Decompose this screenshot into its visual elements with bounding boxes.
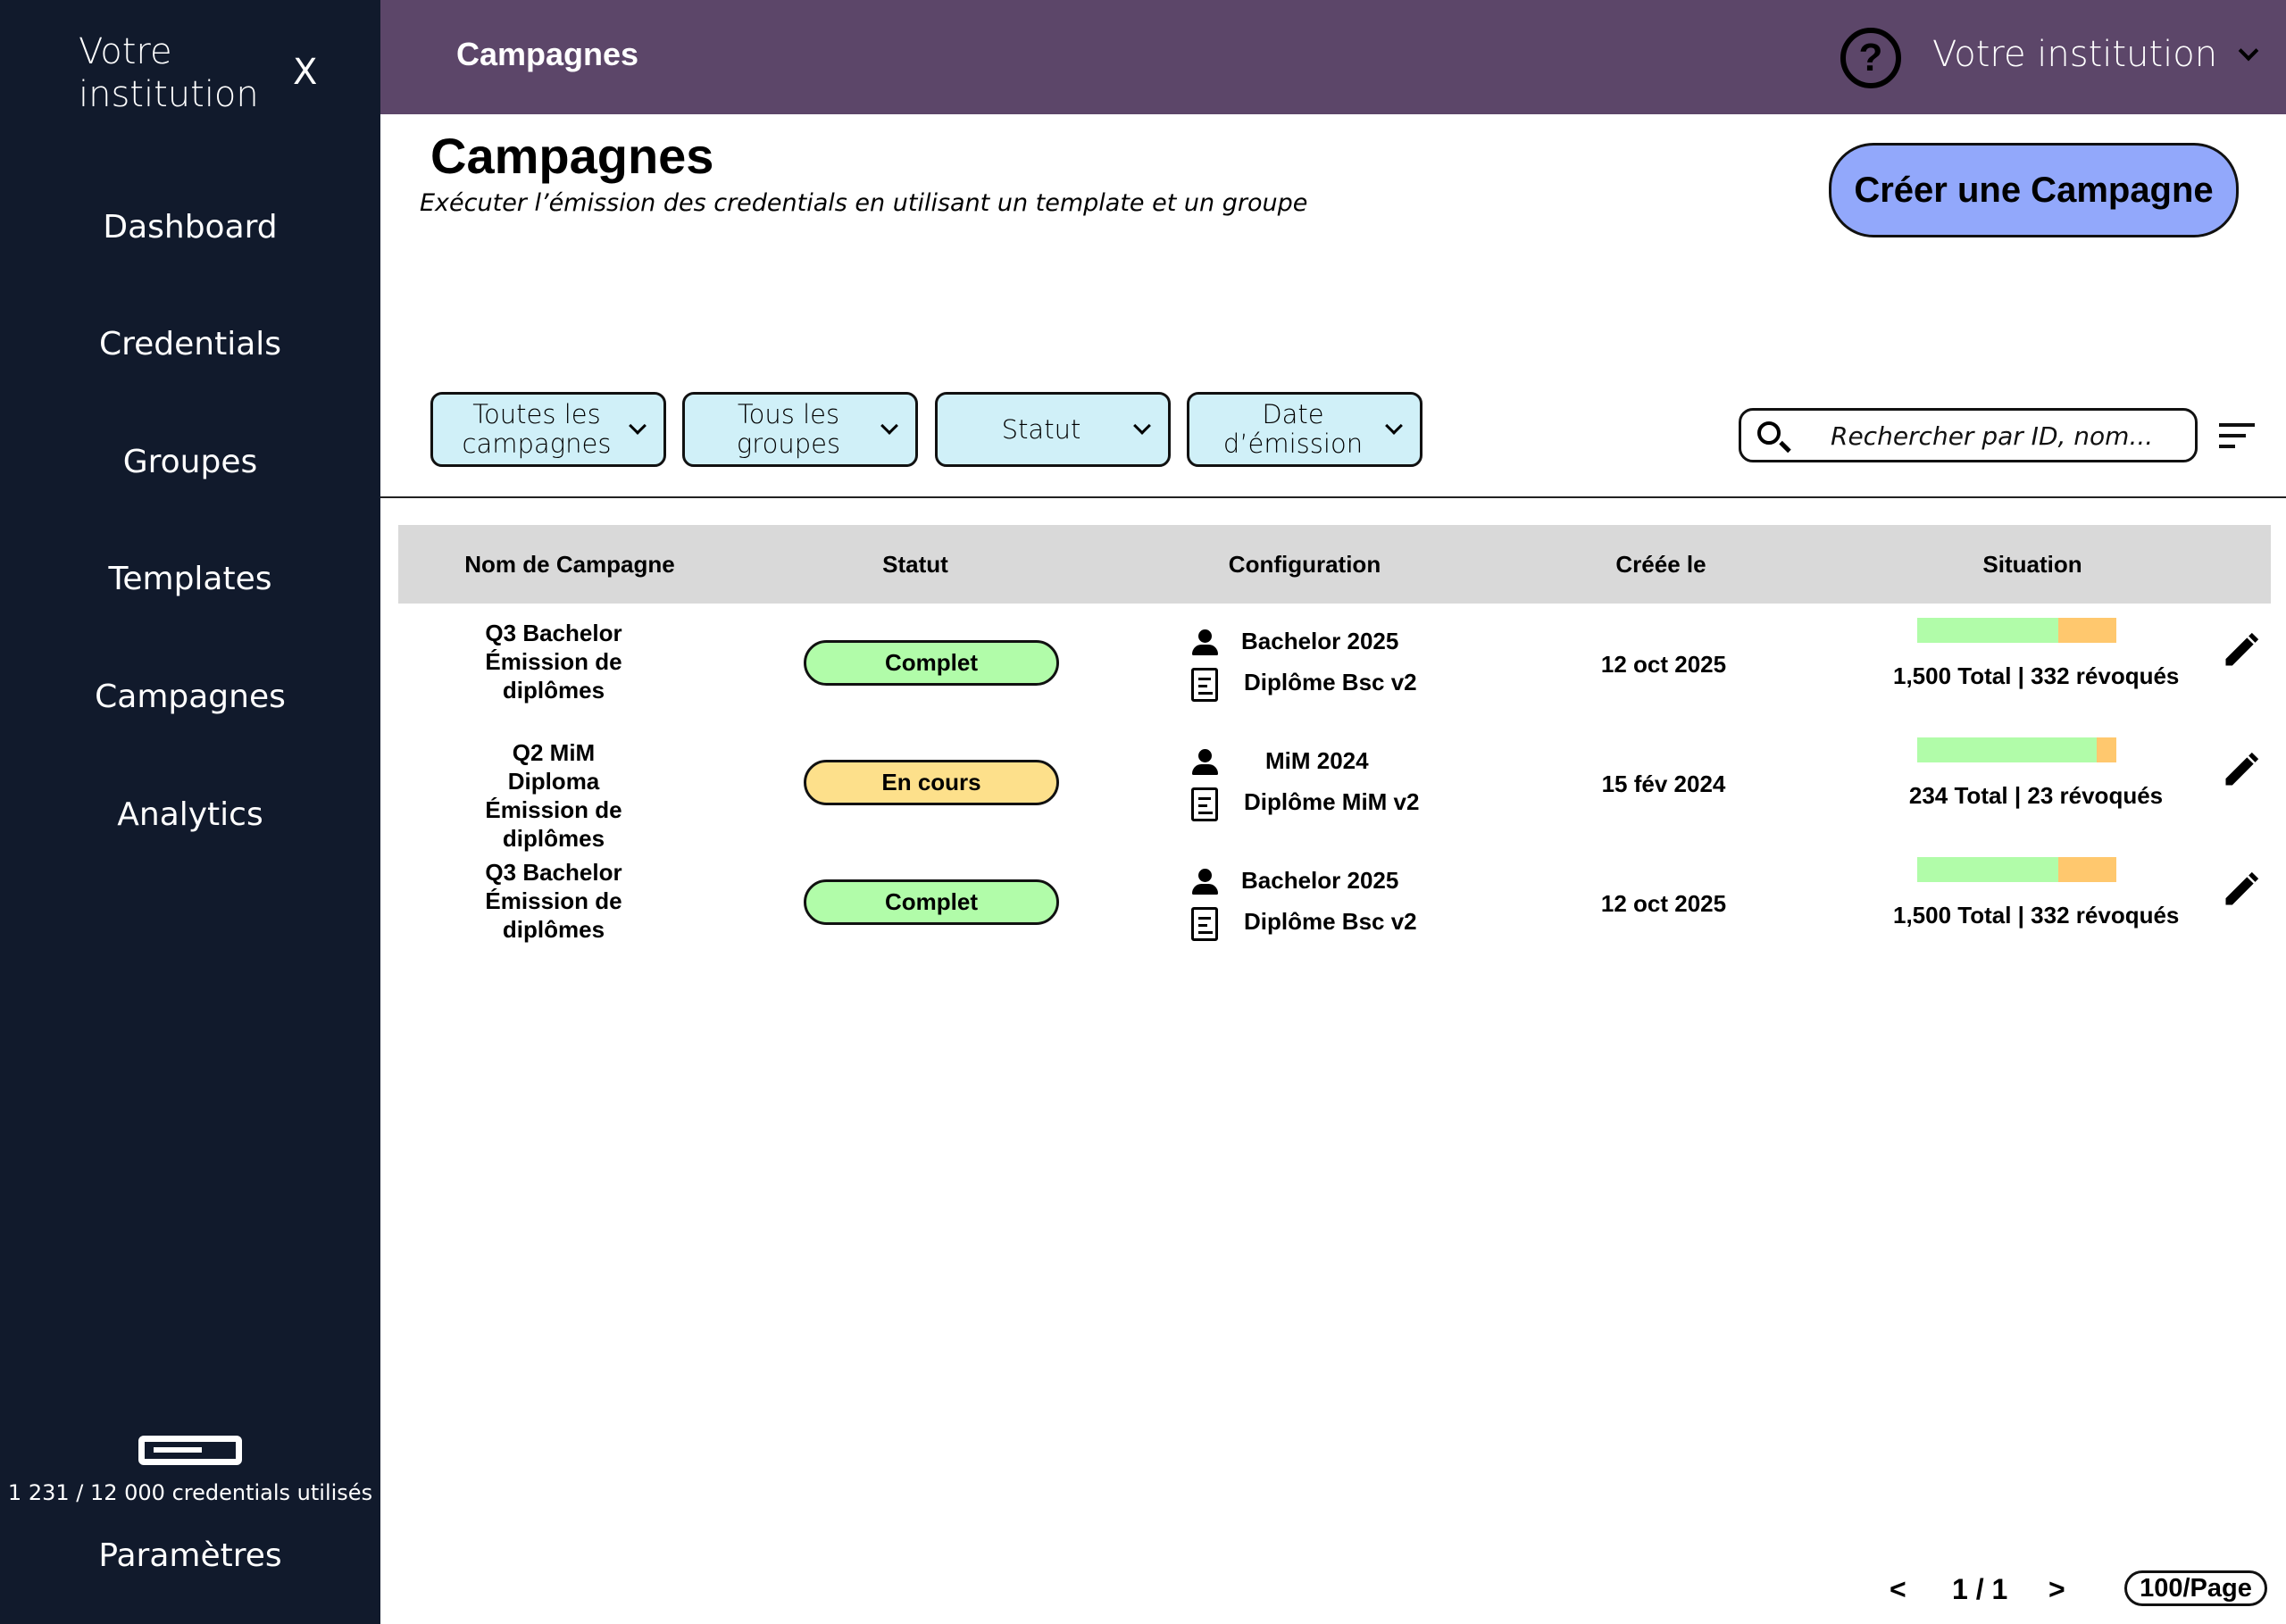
usage-bar-icon [138,1436,242,1465]
page-indicator: 1 / 1 [1952,1573,2008,1605]
usage-text: 1 231 / 12 000 credentials utilisés [7,1480,373,1505]
sidebar-item-credentials[interactable]: Credentials [98,326,282,362]
sidebar-item-campagnes[interactable]: Campagnes [95,679,286,715]
pencil-edit-icon[interactable] [2221,631,2260,670]
column-header-configuration[interactable]: Configuration [1228,551,1381,578]
chevron-down-icon [1385,417,1403,435]
situation-bar [1917,618,2116,643]
top-bar: Campagnes ? Votre institution [380,0,2286,114]
column-header-name[interactable]: Nom de Campagne [464,551,675,578]
campaign-name: Q3 Bachelor Émission de diplômes [485,859,622,943]
situation-text: 1,500 Total | 332 révoqués [1893,902,2179,929]
created-date: 12 oct 2025 [1600,651,1727,678]
search-box[interactable] [1739,408,2198,462]
table-row[interactable]: Q2 MiM Diploma Émission de diplômes En c… [0,0,2286,852]
table-row[interactable]: Q3 Bachelor Émission de diplômes Complet… [0,0,2286,704]
next-page-button[interactable]: > [2048,1573,2065,1605]
create-campaign-button[interactable]: Créer une Campagne [1829,143,2239,237]
filter-label: Tous les groupes [736,399,841,459]
pencil-edit-icon[interactable] [2221,751,2260,790]
sidebar-item-templates[interactable]: Templates [108,561,272,597]
page-title: Campagnes [430,128,714,184]
filter-campaigns[interactable]: Toutes les campagnes [430,392,666,467]
created-date: 15 fév 2024 [1601,770,1726,797]
pencil-edit-icon[interactable] [2221,870,2260,910]
filter-status[interactable]: Statut [935,392,1171,467]
document-template-icon [1191,787,1218,821]
valid-segment [1917,857,2059,882]
status-badge: Complet [804,640,1059,686]
institution-label: Votre institution [1932,34,2218,75]
situation-text: 1,500 Total | 332 révoqués [1893,662,2179,689]
question-circle-icon[interactable]: ? [1840,28,1901,88]
user-group-icon [1192,629,1218,656]
config-group: MiM 2024 [1265,747,1369,774]
valid-segment [1917,618,2059,643]
status-badge: Complet [804,879,1059,925]
situation-bar [1917,737,2116,762]
sort-lines-icon[interactable] [2219,423,2255,450]
table-row[interactable]: Q3 Bachelor Émission de diplômes Complet… [0,0,2286,943]
campaign-name: Q2 MiM Diploma Émission de diplômes [485,739,622,852]
valid-segment [1917,737,2097,762]
document-template-icon [1191,668,1218,702]
config-group: Bachelor 2025 [1241,867,1399,894]
institution-name: Votre institution [79,31,259,115]
filter-label: Toutes les campagnes [462,399,612,459]
sidebar-item-parametres[interactable]: Paramètres [98,1537,282,1574]
user-group-icon [1192,869,1218,895]
situation-text: 234 Total | 23 révoqués [1908,782,2164,809]
column-header-created[interactable]: Créée le [1615,551,1706,578]
config-group: Bachelor 2025 [1241,628,1399,654]
search-icon [1757,421,1781,445]
page-subtitle: Exécuter l’émission des credentials en u… [420,189,1308,217]
config-template: Diplôme Bsc v2 [1244,908,1417,935]
sidebar: Votre institution X Dashboard Credential… [0,0,380,1624]
column-header-situation[interactable]: Situation [1982,551,2082,578]
status-badge: En cours [804,760,1059,805]
sidebar-item-groupes[interactable]: Groupes [122,444,258,480]
document-template-icon [1191,907,1218,941]
column-header-status[interactable]: Statut [882,551,948,578]
filter-date[interactable]: Date d’émission [1187,392,1422,467]
filter-label: Statut [1001,413,1081,445]
filter-groups[interactable]: Tous les groupes [682,392,918,467]
situation-bar [1917,857,2116,882]
created-date: 12 oct 2025 [1600,890,1727,917]
chevron-down-icon [629,417,647,435]
config-template: Diplôme MiM v2 [1244,788,1420,815]
chevron-down-icon [1133,417,1151,435]
filter-label: Date d’émission [1222,399,1364,459]
prev-page-button[interactable]: < [1890,1573,1906,1605]
sidebar-item-dashboard[interactable]: Dashboard [103,209,278,246]
usage-fill [154,1447,202,1453]
table-header: Nom de Campagne Statut Configuration Cré… [398,525,2271,604]
per-page-select[interactable]: 100/Page [2124,1570,2267,1606]
close-sidebar-button[interactable]: X [293,52,318,93]
config-template: Diplôme Bsc v2 [1244,669,1417,695]
chevron-down-icon [880,417,898,435]
search-input[interactable] [1831,418,2179,454]
campaign-name: Q3 Bachelor Émission de diplômes [485,620,622,704]
divider [380,496,2286,498]
institution-dropdown[interactable]: Votre institution [1932,34,2259,75]
sidebar-item-analytics[interactable]: Analytics [117,796,263,833]
header-title: Campagnes [456,36,639,72]
user-group-icon [1192,749,1218,776]
